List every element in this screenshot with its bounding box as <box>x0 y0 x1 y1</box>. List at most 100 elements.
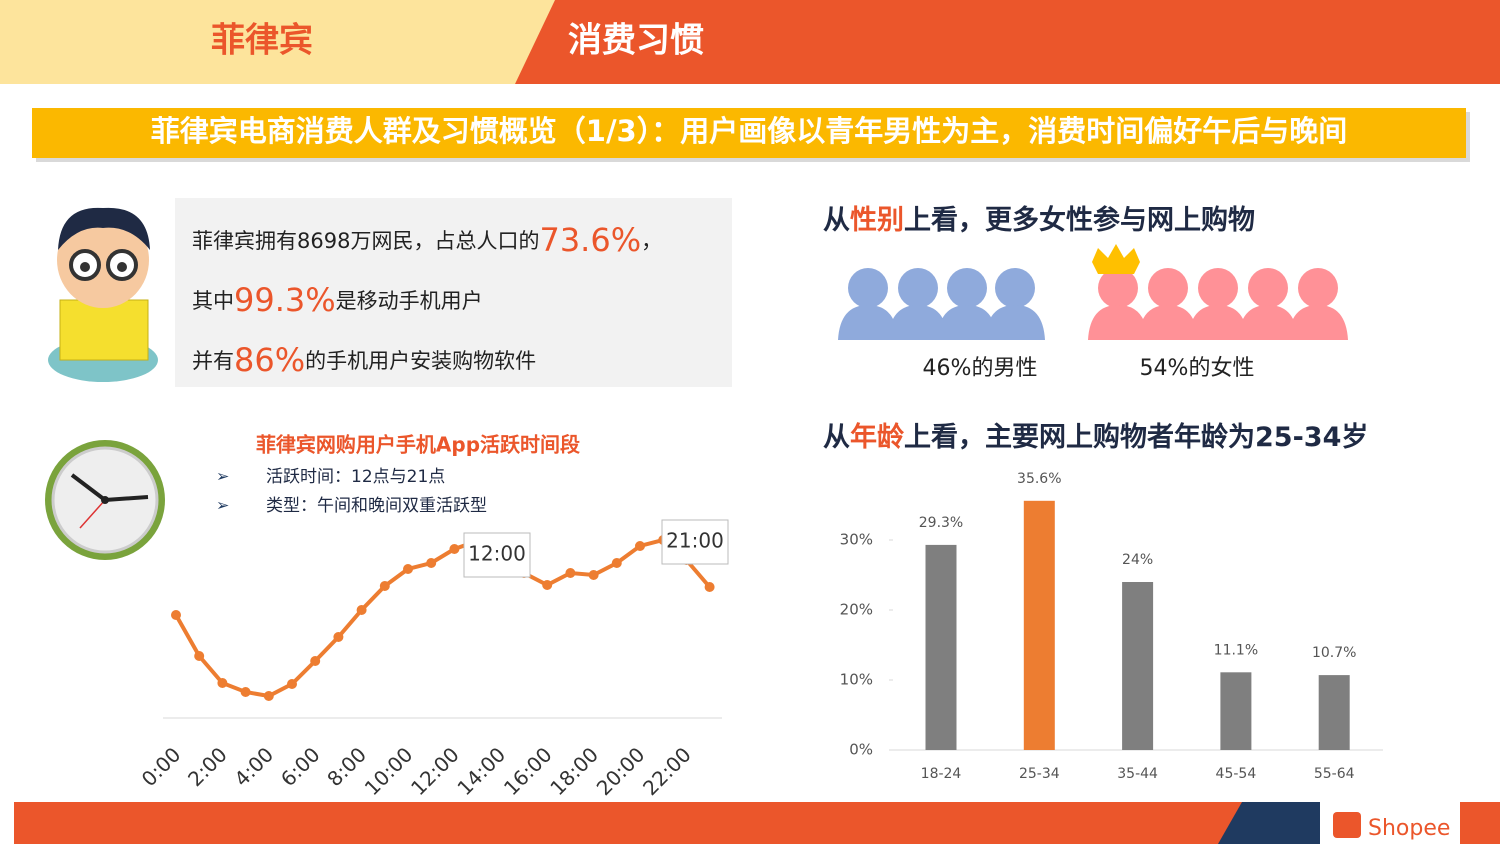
activity-line <box>174 537 712 699</box>
point <box>542 580 553 590</box>
point <box>449 544 460 554</box>
stat-line: 菲律宾拥有8698万网民，占总人口的73.6%， <box>192 221 662 259</box>
point <box>287 679 297 689</box>
point <box>588 570 599 580</box>
stat-text: 的手机用户安装购物软件 <box>305 349 536 373</box>
data-label: 29.3% <box>919 515 963 531</box>
male-icons <box>838 268 1045 340</box>
bullet: 类型：午间和晚间双重活跃型 <box>266 496 487 516</box>
data-label: 35.6% <box>1017 471 1061 487</box>
point <box>565 568 576 578</box>
stats-box <box>175 198 732 387</box>
bullet-icon: ➢ <box>216 496 229 515</box>
heading-text: 从 <box>823 205 850 236</box>
point <box>611 558 622 568</box>
footer-accent <box>1218 802 1320 844</box>
annotation: 21:00 <box>666 529 724 553</box>
x-tick-label: 45-54 <box>1216 766 1257 782</box>
x-tick-label: 35-44 <box>1117 766 1158 782</box>
point <box>426 558 437 568</box>
male-label: 46%的男性 <box>923 356 1038 381</box>
y-tick-label: 10% <box>840 671 873 689</box>
data-label: 24% <box>1122 552 1153 568</box>
heading-text: 上看，更多女性参与网上购物 <box>904 204 1255 236</box>
bar <box>925 544 957 750</box>
point <box>379 581 390 591</box>
bar <box>1122 582 1154 750</box>
point <box>240 687 251 697</box>
heading-highlight: 性别 <box>850 205 904 236</box>
x-tick-label: 14:00 <box>452 742 510 800</box>
logo-text: Shopee <box>1368 816 1450 841</box>
y-tick-label: 20% <box>840 601 873 619</box>
x-tick-label: 18-24 <box>921 766 962 782</box>
x-tick-label: 20:00 <box>592 742 650 800</box>
y-tick-label: 0% <box>849 741 873 759</box>
point <box>217 678 228 688</box>
heading-text: 上看，主要网上购物者年龄为25-34岁 <box>904 421 1368 453</box>
header-country: 菲律宾 <box>211 21 313 61</box>
bar-chart: 0% 10% 20% 30% 29.3% 18-24 35.6% 25-34 24% 35-44 1… <box>840 471 1357 782</box>
x-tick-label: 55-64 <box>1314 766 1355 782</box>
x-tick-label: 12:00 <box>406 742 464 800</box>
bar <box>1023 500 1055 750</box>
logo-bag <box>1333 812 1361 838</box>
annotation-box <box>661 519 729 565</box>
point <box>635 541 645 551</box>
x-tick-label: 6:00 <box>276 742 325 791</box>
x-tick-label: 10:00 <box>360 742 418 800</box>
female-label: 54%的女性 <box>1140 356 1255 381</box>
point <box>171 610 181 620</box>
female-icons <box>1088 268 1348 340</box>
heading-text: 从 <box>823 422 850 453</box>
stat-line: 并有86%的手机用户安装购物软件 <box>192 341 536 379</box>
x-tick-label: 25-34 <box>1019 766 1060 782</box>
bullet-icon: ➢ <box>216 467 229 486</box>
header-section: 消费习惯 <box>568 21 704 61</box>
stat-text: 是移动手机用户 <box>336 289 483 313</box>
clock-icon <box>45 440 165 560</box>
stats: 菲律宾拥有8698万网民，占总人口的73.6%， 其中99.3%是移动手机用户并有… <box>192 221 662 379</box>
heading: 从性别上看，更多女性参与网上购物 <box>823 204 1255 236</box>
header-tab <box>0 0 555 84</box>
x-tick-label: 0:00 <box>137 742 186 791</box>
heading-highlight: 年龄 <box>850 421 905 453</box>
point <box>356 605 367 615</box>
bullet: 活跃时间：12点与21点 <box>266 467 445 487</box>
point <box>263 691 274 701</box>
point <box>403 564 413 574</box>
line-chart: 0:002:004:006:008:0010:0012:0014:0016:00… <box>137 519 729 800</box>
bar <box>1220 672 1252 750</box>
x-tick-label: 18:00 <box>545 742 603 800</box>
stat-highlight: 86% <box>234 341 305 379</box>
stat-highlight: 99.3% <box>234 281 336 319</box>
activity-title: 菲律宾网购用户手机App活跃时间段 <box>256 433 580 457</box>
data-label: 10.7% <box>1312 645 1356 661</box>
data-label: 11.1% <box>1214 642 1258 658</box>
banner-text: 菲律宾电商消费人群及习惯概览（1/3）：用户画像以青年男性为主，消费时间偏好午后… <box>151 114 1347 148</box>
gender-heading: 从性别上看，更多女性参与网上购物 <box>823 204 1255 236</box>
stat-text: 菲律宾拥有8698万网民，占总人口的 <box>192 229 539 253</box>
point <box>194 651 205 661</box>
stat-text: 其中 <box>192 289 234 313</box>
stat-text: ， <box>641 229 662 253</box>
x-tick-label: 22:00 <box>638 742 696 800</box>
point <box>704 582 715 592</box>
age-heading: 从年龄上看，主要网上购物者年龄为25-34岁 <box>823 421 1368 453</box>
y-tick-label: 30% <box>840 531 873 549</box>
annotation: 12:00 <box>468 542 526 566</box>
x-tick-label: 16:00 <box>499 742 557 800</box>
stat-line: 其中99.3%是移动手机用户 <box>192 281 483 319</box>
x-tick-label: 2:00 <box>183 742 232 791</box>
x-tick-label: 4:00 <box>229 742 278 791</box>
avatar-icon <box>48 207 158 382</box>
crown-icon <box>1092 244 1140 274</box>
point <box>333 632 344 642</box>
annotation-box <box>463 532 531 578</box>
heading: 从年龄上看，主要网上购物者年龄为25-34岁 <box>823 421 1368 453</box>
bar <box>1318 675 1350 750</box>
stat-text: 并有 <box>192 349 234 373</box>
stat-highlight: 73.6% <box>539 221 641 259</box>
banner <box>32 108 1466 158</box>
